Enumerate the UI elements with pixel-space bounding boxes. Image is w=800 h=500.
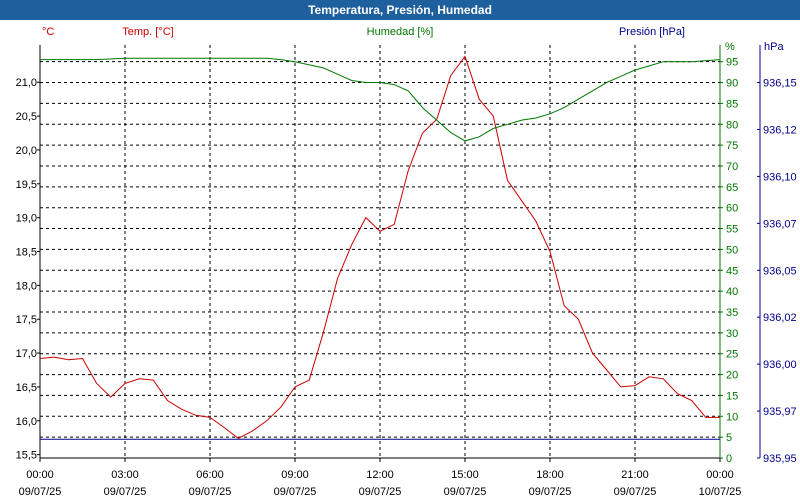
x-tick-date-label: 09/07/25 [19, 486, 62, 498]
hum-tick-label: 50 [726, 244, 738, 256]
hum-tick-label: 45 [726, 265, 738, 277]
pres-tick-label: 936,00 [763, 359, 797, 371]
temp-series-line [39, 55, 720, 439]
hum-tick-label: 40 [726, 286, 738, 298]
hum-tick-label: 70 [726, 161, 738, 173]
pres-series-label: Presión [hPa] [619, 26, 685, 38]
temp-tick-label: 16,5 [16, 382, 37, 394]
x-tick-time-label: 18:00 [536, 469, 564, 481]
chart-title: Temperatura, Presión, Humedad [308, 3, 492, 17]
x-tick-time-label: 03:00 [111, 469, 139, 481]
temp-tick-label: 20,0 [16, 145, 37, 157]
x-tick-time-label: 09:00 [281, 469, 309, 481]
temp-series-label: Temp. [°C] [122, 26, 173, 38]
temp-tick-label: 16,0 [16, 416, 37, 428]
x-tick-date-label: 09/07/25 [189, 486, 232, 498]
hum-tick-label: 15 [726, 390, 738, 402]
x-tick-time-label: 06:00 [196, 469, 224, 481]
x-tick-date-label: 09/07/25 [444, 486, 487, 498]
hum-tick-label: 20 [726, 370, 738, 382]
hum-unit-label: % [725, 41, 735, 53]
hum-tick-label: 35 [726, 307, 738, 319]
hum-tick-label: 5 [726, 432, 732, 444]
hum-tick-label: 65 [726, 182, 738, 194]
chart-title-bar: Temperatura, Presión, Humedad [0, 0, 800, 20]
pres-tick-label: 936,15 [763, 78, 797, 90]
temp-tick-label: 21,0 [16, 77, 37, 89]
x-tick-date-label: 09/07/25 [359, 486, 402, 498]
temp-tick-label: 19,0 [16, 213, 37, 225]
hum-series-label: Humedad [%] [367, 26, 434, 38]
temp-tick-label: 18,5 [16, 247, 37, 259]
x-tick-time-label: 21:00 [621, 469, 649, 481]
temp-tick-label: 17,5 [16, 314, 37, 326]
x-tick-date-label: 09/07/25 [614, 486, 657, 498]
hum-series-line [40, 57, 721, 142]
hum-tick-label: 30 [726, 328, 738, 340]
hum-tick-label: 90 [726, 78, 738, 90]
pres-tick-label: 936,10 [763, 171, 797, 183]
x-tick-time-label: 15:00 [451, 469, 479, 481]
pres-tick-label: 935,95 [763, 453, 797, 465]
temp-unit-label: °C [42, 26, 54, 38]
hum-tick-label: 85 [726, 98, 738, 110]
hum-tick-label: 10 [726, 411, 738, 423]
hum-tick-label: 55 [726, 224, 738, 236]
grid [39, 45, 721, 458]
x-tick-date-label: 09/07/25 [529, 486, 572, 498]
pres-unit-label: hPa [764, 41, 784, 53]
hum-tick-label: 95 [726, 57, 738, 69]
x-tick-time-label: 12:00 [366, 469, 394, 481]
hum-tick-label: 60 [726, 203, 738, 215]
pres-tick-label: 935,97 [763, 406, 797, 418]
temp-tick-label: 18,0 [16, 280, 37, 292]
tick-labels: 15,5 16,0 16,5 17,0 17,5 18,0 18,5 19,0 19,5 20,0… [16, 57, 797, 498]
axes [39, 45, 761, 459]
hum-tick-label: 0 [726, 453, 732, 465]
series [39, 55, 721, 440]
x-tick-date-label: 10/07/25 [699, 486, 742, 498]
x-tick-time-label: 00:00 [26, 469, 54, 481]
hum-tick-label: 25 [726, 349, 738, 361]
temp-tick-label: 19,5 [16, 179, 37, 191]
temp-tick-label: 20,5 [16, 111, 37, 123]
hum-tick-label: 75 [726, 140, 738, 152]
pres-tick-label: 936,07 [763, 218, 797, 230]
hum-tick-label: 80 [726, 119, 738, 131]
x-tick-time-label: 00:00 [706, 469, 734, 481]
temp-tick-label: 15,5 [16, 450, 37, 462]
pres-tick-label: 936,05 [763, 265, 797, 277]
x-tick-date-label: 09/07/25 [274, 486, 317, 498]
temp-tick-label: 17,0 [16, 348, 37, 360]
pres-tick-label: 936,12 [763, 124, 797, 136]
x-tick-date-label: 09/07/25 [104, 486, 147, 498]
pres-tick-label: 936,02 [763, 312, 797, 324]
